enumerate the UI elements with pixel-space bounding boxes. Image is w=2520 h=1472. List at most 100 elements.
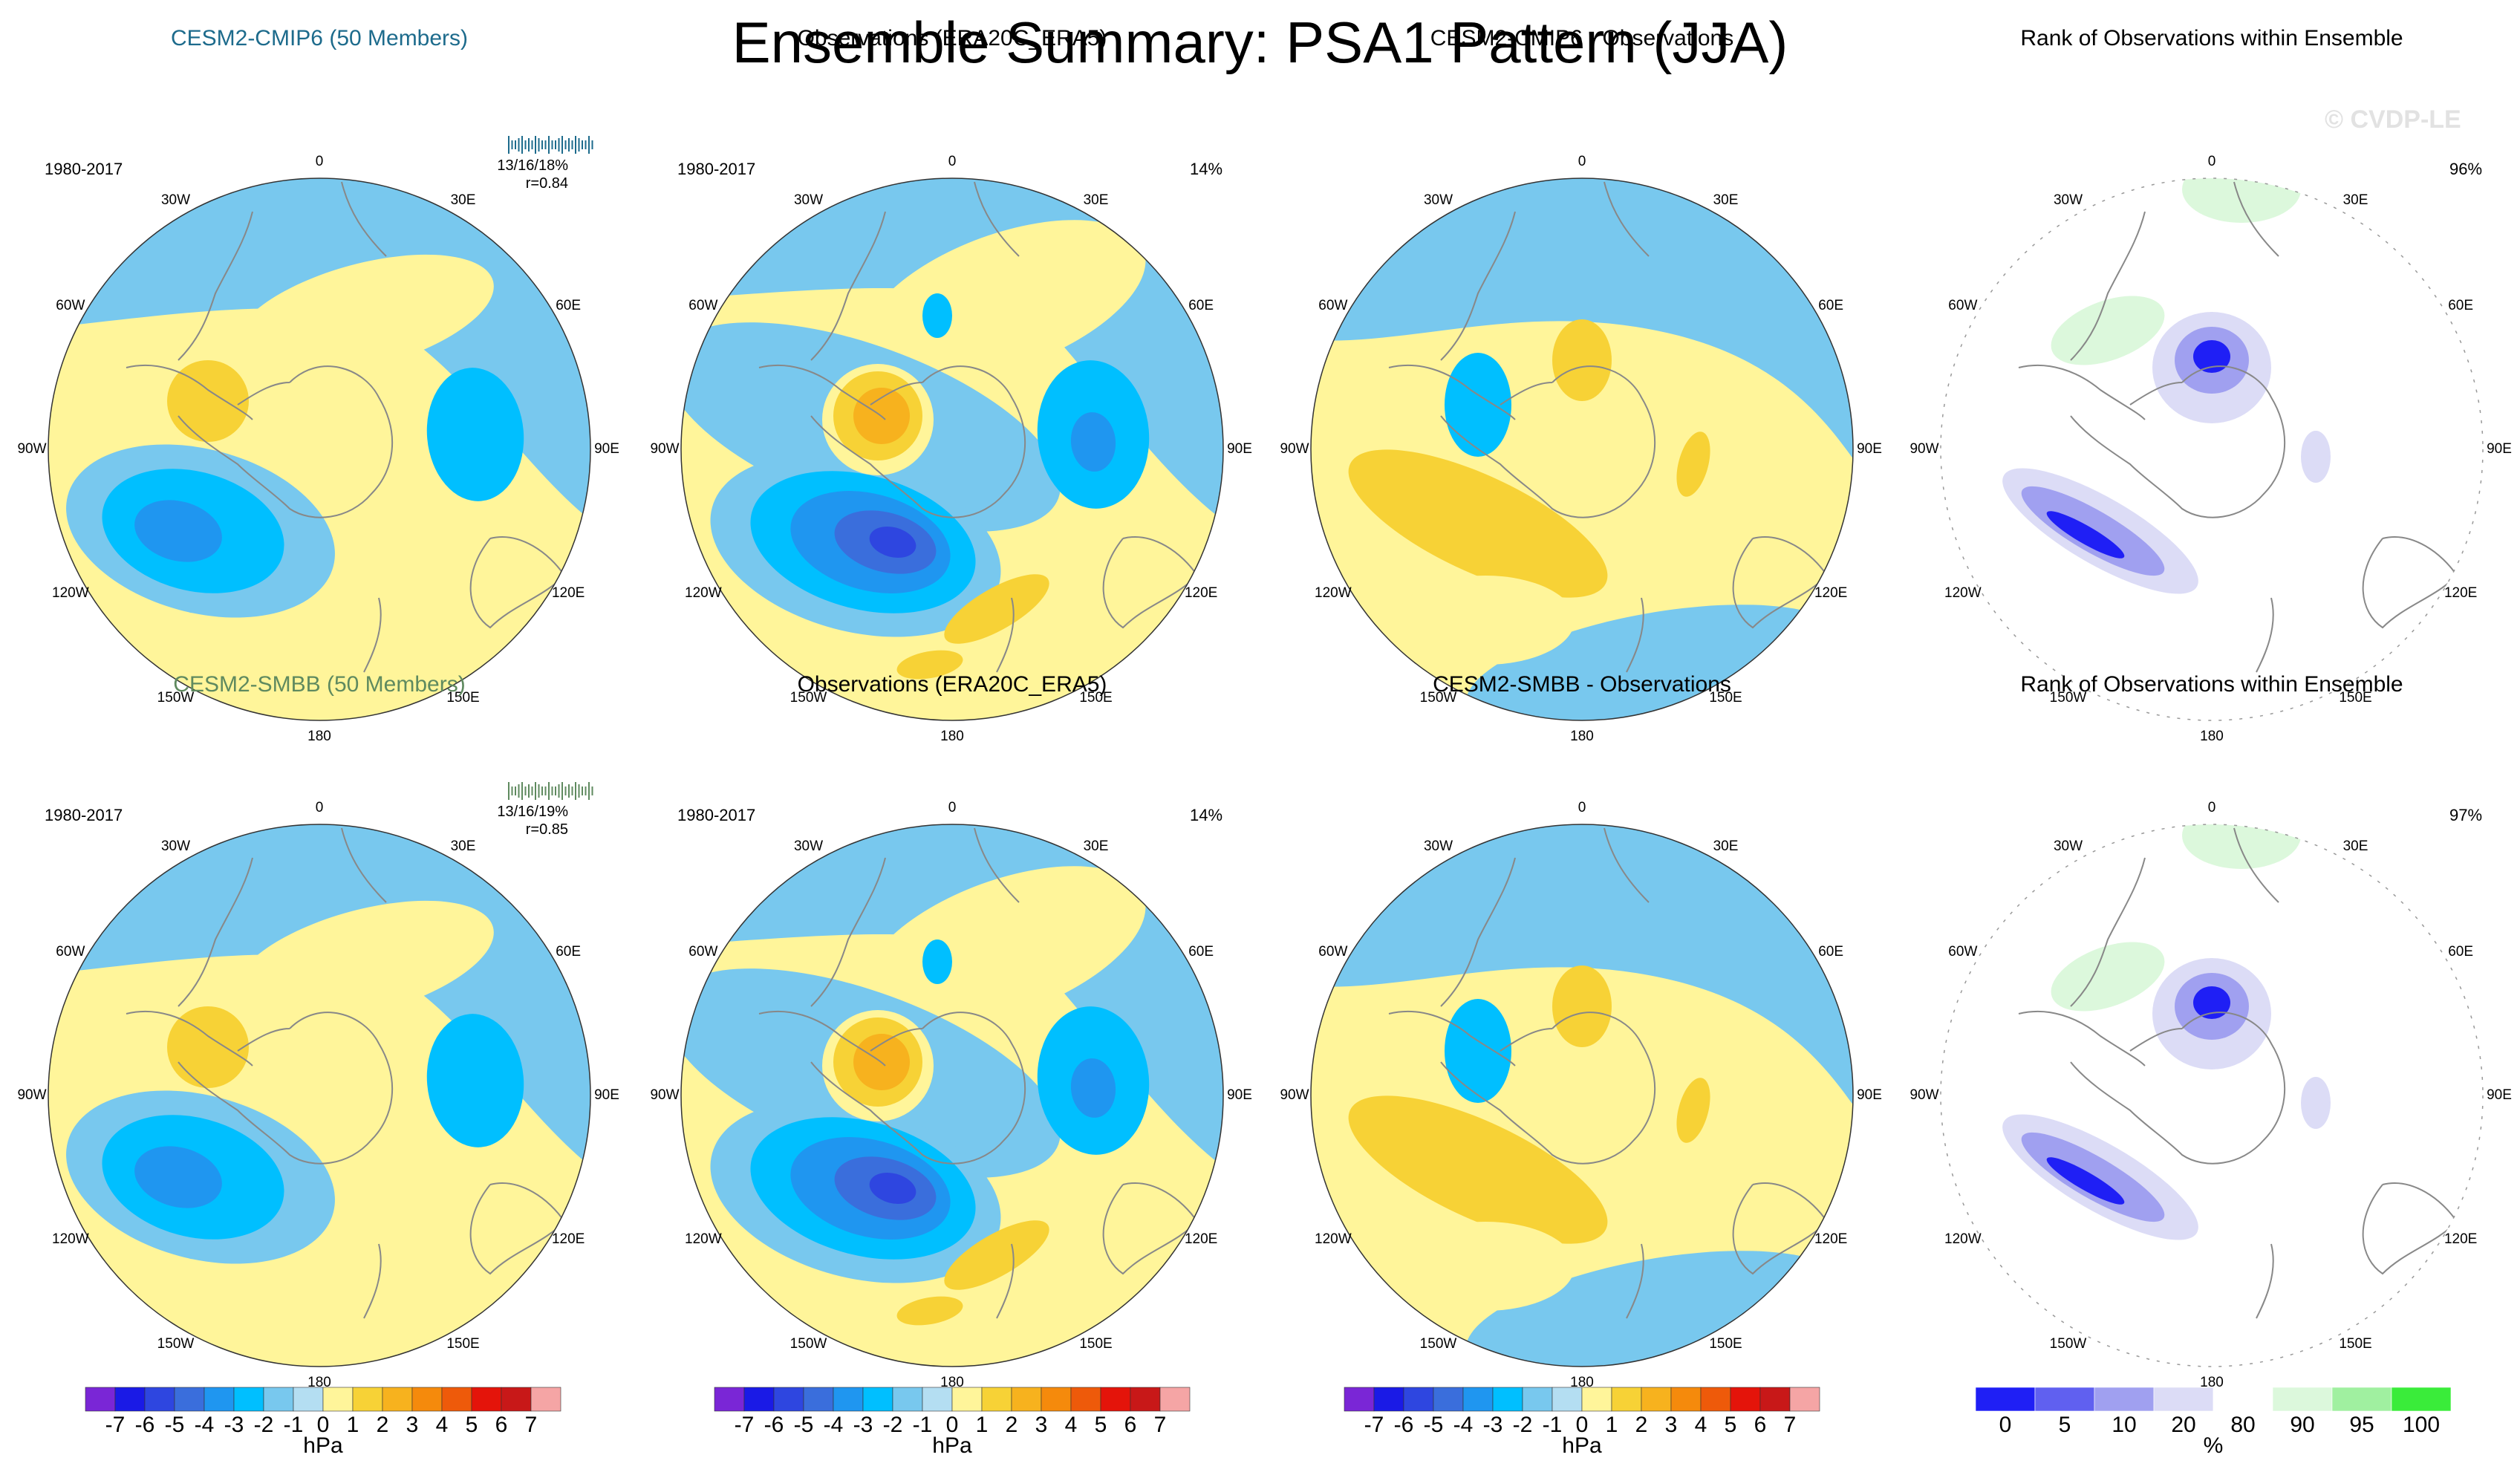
lon-label-120w: 120W bbox=[685, 584, 722, 601]
correlation-row1: r=0.84 bbox=[525, 175, 568, 192]
hpa-colorbar-3-label-9: 2 bbox=[1635, 1413, 1648, 1437]
rank-colorbar-label-6: 95 bbox=[2349, 1413, 2374, 1437]
rank-colorbar-box-3 bbox=[2153, 1387, 2214, 1412]
hpa-colorbar-1-label-0: -7 bbox=[105, 1413, 126, 1437]
rank-panel-title-row1: Rank of Observations within Ensemble bbox=[2020, 26, 2403, 51]
lon-label-60e: 60E bbox=[556, 297, 582, 313]
rank-colorbar-label-2: 10 bbox=[2112, 1413, 2137, 1437]
hpa-colorbar-2-label-7: 0 bbox=[945, 1413, 959, 1437]
lon-label-60w: 60W bbox=[1948, 943, 1978, 960]
lon-label-90e: 90E bbox=[594, 441, 619, 457]
lon-label-30e: 30E bbox=[1083, 192, 1109, 208]
lon-label-120e: 120E bbox=[2444, 584, 2478, 601]
hpa-colorbar-3-label-11: 4 bbox=[1694, 1413, 1707, 1437]
hpa-colorbar-3-label-4: -3 bbox=[1482, 1413, 1503, 1437]
pct-label-obs_panel-row1: 14% bbox=[1190, 160, 1223, 178]
hpa-colorbar-2-box-8 bbox=[951, 1387, 983, 1412]
model-panel-title-row1: CESM2-CMIP6 (50 Members) bbox=[170, 26, 469, 51]
hpa-colorbar-3-label-10: 3 bbox=[1664, 1413, 1678, 1437]
hpa-colorbar-3-label-1: -6 bbox=[1393, 1413, 1414, 1437]
lon-label-150w: 150W bbox=[157, 1336, 195, 1352]
lon-label-60e: 60E bbox=[1188, 297, 1214, 313]
lon-label-150e: 150E bbox=[1079, 690, 1113, 706]
lon-label-180: 180 bbox=[307, 1375, 331, 1390]
hpa-colorbar-2-label-3: -4 bbox=[823, 1413, 844, 1437]
pct-label-rank_panel-row1: 96% bbox=[2449, 160, 2483, 178]
pattern-stats-row2: 13/16/19% bbox=[497, 804, 568, 820]
lon-label-60e: 60E bbox=[1188, 943, 1214, 960]
correlation-row2: r=0.85 bbox=[525, 821, 568, 838]
lon-label-60e: 60E bbox=[2448, 297, 2474, 313]
lon-label-150w: 150W bbox=[1419, 690, 1457, 706]
hpa-colorbar-1-box-13 bbox=[471, 1387, 502, 1412]
hpa-colorbar-3-box-15 bbox=[1789, 1387, 1820, 1412]
rank-colorbar-box-5 bbox=[2272, 1387, 2333, 1412]
hpa-colorbar-1-label-11: 4 bbox=[435, 1413, 449, 1437]
lon-label-120w: 120W bbox=[1315, 584, 1352, 601]
hpa-colorbar-1-label-6: -1 bbox=[283, 1413, 304, 1437]
hpa-colorbar-1-label-10: 3 bbox=[406, 1413, 419, 1437]
hpa-colorbar-2-box-9 bbox=[981, 1387, 1012, 1412]
lon-label-120e: 120E bbox=[551, 584, 585, 601]
lon-label-120w: 120W bbox=[1315, 1231, 1352, 1247]
hpa-colorbar-1-box-5 bbox=[233, 1387, 264, 1412]
hpa-colorbar-1-box-1 bbox=[114, 1387, 146, 1412]
hpa-colorbar-3-label-0: -7 bbox=[1364, 1413, 1384, 1437]
lon-label-30w: 30W bbox=[160, 192, 191, 208]
hpa-colorbar-3-box-14 bbox=[1759, 1387, 1791, 1412]
lon-label-180: 180 bbox=[2200, 1375, 2224, 1390]
lon-label-90w: 90W bbox=[650, 1087, 680, 1103]
hpa-colorbar-2-label-10: 3 bbox=[1035, 1413, 1048, 1437]
hpa-colorbar-1-label-14: 7 bbox=[524, 1413, 538, 1437]
lon-label-0: 0 bbox=[315, 800, 324, 815]
pattern-stats-row1: 13/16/18% bbox=[497, 157, 568, 174]
hpa-colorbar-1-label-8: 1 bbox=[346, 1413, 359, 1437]
lon-label-180: 180 bbox=[1570, 1375, 1594, 1390]
hpa-colorbar-3-box-2 bbox=[1403, 1387, 1434, 1412]
rank-colorbar-label-7: 100 bbox=[2402, 1413, 2441, 1437]
rank-colorbar-label-5: 90 bbox=[2290, 1413, 2315, 1437]
hpa-colorbar-1-box-7 bbox=[293, 1387, 324, 1412]
lon-label-150w: 150W bbox=[157, 690, 195, 706]
lon-label-90w: 90W bbox=[17, 441, 47, 457]
lon-label-90e: 90E bbox=[1227, 441, 1252, 457]
hpa-colorbar-2-box-4 bbox=[833, 1387, 864, 1412]
hpa-colorbar-1-label-9: 2 bbox=[376, 1413, 389, 1437]
hpa-colorbar-2-label-11: 4 bbox=[1064, 1413, 1078, 1437]
lon-label-180: 180 bbox=[940, 729, 964, 744]
hpa-colorbar-2-box-12 bbox=[1070, 1387, 1101, 1412]
hpa-colorbar-3-unit: hPa bbox=[1562, 1433, 1602, 1458]
period-label-model_panel-row2: 1980-2017 bbox=[45, 806, 123, 824]
lon-label-30e: 30E bbox=[1083, 838, 1109, 854]
lon-label-90e: 90E bbox=[1857, 1087, 1882, 1103]
lon-label-0: 0 bbox=[1578, 154, 1586, 169]
period-label-obs_panel-row2: 1980-2017 bbox=[677, 806, 756, 824]
hpa-colorbar-2-label-9: 2 bbox=[1005, 1413, 1018, 1437]
hpa-colorbar-2-label-2: -5 bbox=[793, 1413, 814, 1437]
lon-label-150e: 150E bbox=[1709, 1336, 1742, 1352]
hpa-colorbar-2-box-15 bbox=[1159, 1387, 1191, 1412]
rank-colorbar-label-0: 0 bbox=[1999, 1413, 2012, 1437]
hpa-colorbar-2-label-6: -1 bbox=[912, 1413, 933, 1437]
lon-label-120e: 120E bbox=[1814, 584, 1848, 601]
diff-panel-title-row2: CESM2-SMBB - Observations bbox=[1433, 672, 1731, 697]
lon-label-150w: 150W bbox=[1419, 1336, 1457, 1352]
hpa-colorbar-3-box-12 bbox=[1700, 1387, 1731, 1412]
watermark: © CVDP-LE bbox=[2325, 105, 2461, 134]
hpa-colorbar-2-box-10 bbox=[1011, 1387, 1042, 1412]
lon-label-60e: 60E bbox=[1818, 943, 1844, 960]
hpa-colorbar-3-label-14: 7 bbox=[1783, 1413, 1797, 1437]
lon-label-150e: 150E bbox=[2339, 1336, 2372, 1352]
hpa-colorbar-2-label-8: 1 bbox=[975, 1413, 989, 1437]
hpa-colorbar-3-label-5: -2 bbox=[1512, 1413, 1533, 1437]
lon-label-60w: 60W bbox=[688, 297, 718, 313]
hpa-colorbar-3-label-8: 1 bbox=[1605, 1413, 1618, 1437]
lon-label-30w: 30W bbox=[2053, 838, 2083, 854]
hpa-colorbar-3-box-11 bbox=[1670, 1387, 1702, 1412]
lon-label-90e: 90E bbox=[594, 1087, 619, 1103]
lon-label-0: 0 bbox=[315, 154, 324, 169]
hpa-colorbar-1-box-11 bbox=[411, 1387, 443, 1412]
hpa-colorbar-2-label-12: 5 bbox=[1094, 1413, 1107, 1437]
hpa-colorbar-3-box-9 bbox=[1611, 1387, 1642, 1412]
